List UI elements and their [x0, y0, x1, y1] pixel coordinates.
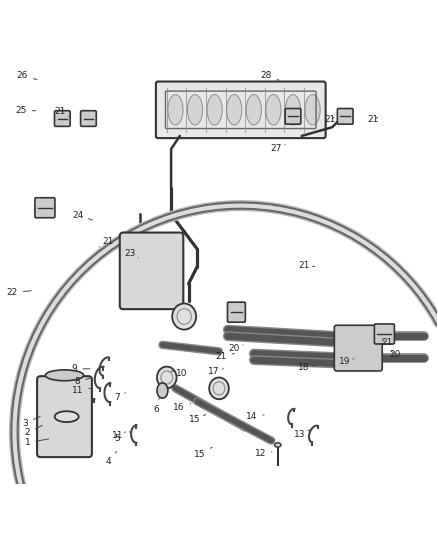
Ellipse shape — [207, 94, 222, 125]
Text: 21: 21 — [298, 261, 315, 270]
Text: 25: 25 — [15, 106, 35, 115]
FancyBboxPatch shape — [337, 109, 353, 124]
Text: 28: 28 — [260, 71, 279, 80]
Text: 15: 15 — [194, 447, 212, 459]
Text: 11: 11 — [112, 431, 130, 440]
Ellipse shape — [266, 94, 281, 125]
Ellipse shape — [305, 94, 320, 125]
Text: 21: 21 — [215, 352, 234, 361]
Text: 16: 16 — [173, 403, 191, 413]
Text: 7: 7 — [114, 393, 125, 402]
Ellipse shape — [226, 94, 242, 125]
Ellipse shape — [168, 94, 183, 125]
Ellipse shape — [157, 383, 168, 398]
Text: 20: 20 — [389, 350, 401, 359]
FancyBboxPatch shape — [285, 109, 301, 124]
Ellipse shape — [246, 94, 261, 125]
Text: 20: 20 — [229, 344, 243, 353]
Text: 11: 11 — [72, 386, 91, 395]
Text: 12: 12 — [254, 449, 272, 458]
FancyBboxPatch shape — [81, 111, 96, 126]
Text: 19: 19 — [339, 357, 354, 366]
Ellipse shape — [209, 377, 229, 399]
Text: 2: 2 — [25, 425, 42, 437]
Text: 21: 21 — [381, 338, 392, 347]
Ellipse shape — [286, 94, 300, 125]
Ellipse shape — [172, 303, 196, 329]
Ellipse shape — [157, 367, 177, 389]
Text: 26: 26 — [17, 71, 37, 80]
Text: 22: 22 — [7, 288, 31, 297]
Text: 8: 8 — [74, 377, 90, 386]
Ellipse shape — [275, 443, 281, 447]
Text: 24: 24 — [72, 211, 92, 220]
FancyBboxPatch shape — [120, 232, 184, 309]
FancyBboxPatch shape — [54, 111, 70, 126]
FancyBboxPatch shape — [334, 325, 382, 371]
Text: 21: 21 — [99, 237, 114, 247]
Ellipse shape — [46, 370, 84, 381]
Text: 21: 21 — [368, 115, 379, 124]
FancyBboxPatch shape — [374, 324, 394, 344]
Ellipse shape — [55, 411, 79, 422]
Text: 17: 17 — [208, 367, 223, 376]
Text: 6: 6 — [153, 398, 159, 414]
Ellipse shape — [187, 94, 203, 125]
Text: 1: 1 — [25, 438, 49, 447]
Text: 5: 5 — [114, 432, 125, 443]
Text: 13: 13 — [294, 430, 311, 439]
Text: 15: 15 — [189, 415, 206, 424]
Text: 9: 9 — [72, 364, 90, 373]
Text: 21: 21 — [54, 108, 69, 117]
FancyBboxPatch shape — [37, 376, 92, 457]
Text: 18: 18 — [298, 363, 315, 372]
Text: 10: 10 — [171, 369, 188, 377]
Text: 14: 14 — [246, 412, 264, 421]
FancyBboxPatch shape — [35, 198, 55, 218]
Text: 21: 21 — [324, 115, 336, 124]
Text: 4: 4 — [105, 451, 117, 466]
Text: 3: 3 — [22, 416, 40, 427]
FancyBboxPatch shape — [227, 302, 245, 322]
FancyBboxPatch shape — [156, 82, 325, 138]
Text: 27: 27 — [271, 143, 285, 152]
Text: 23: 23 — [124, 249, 138, 258]
